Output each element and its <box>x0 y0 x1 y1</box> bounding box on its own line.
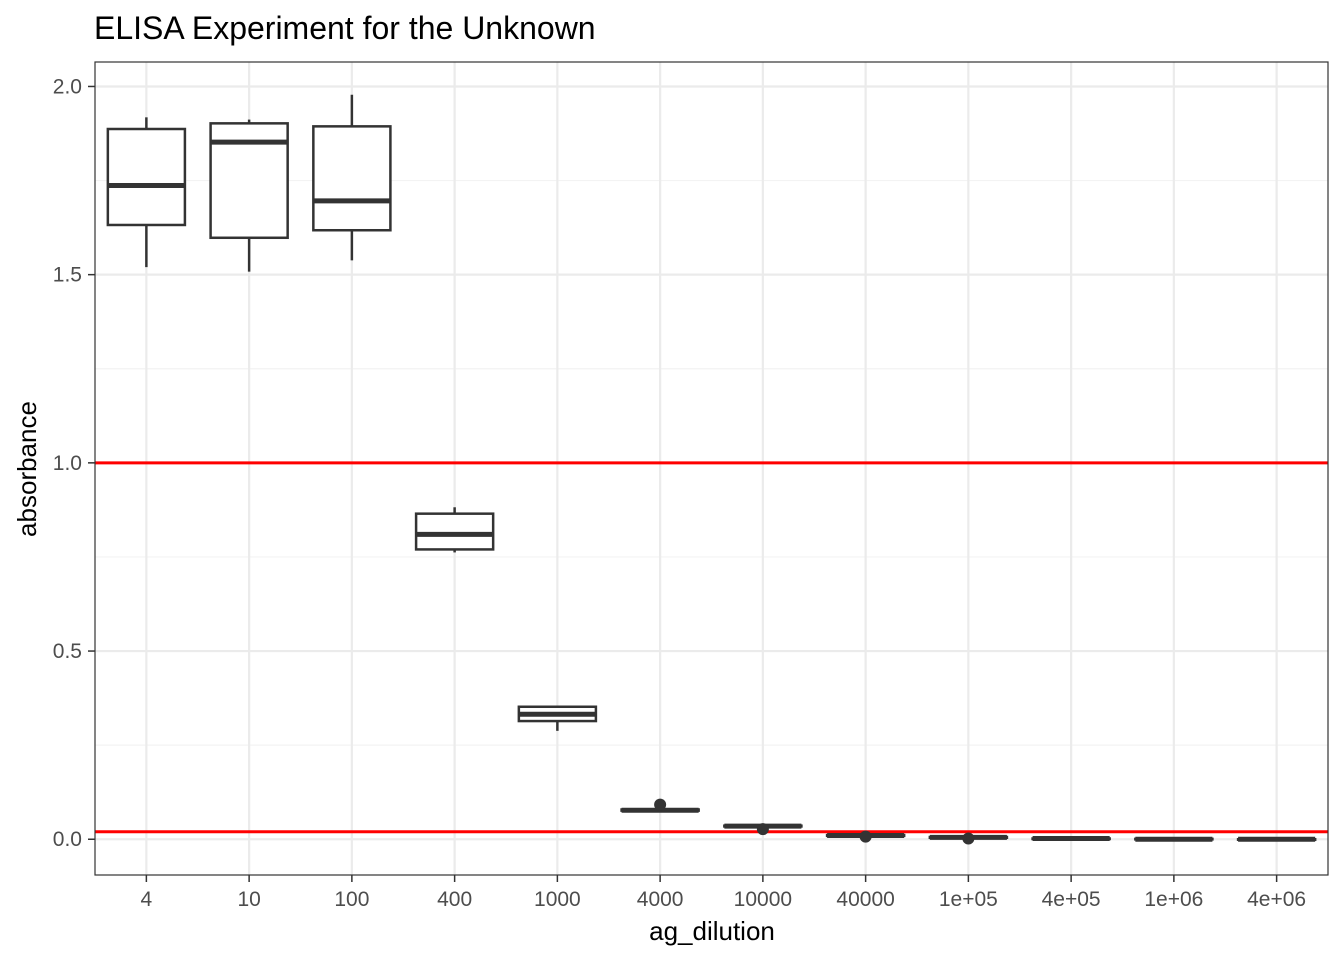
box-4 <box>106 117 187 268</box>
x-tick-label: 1000 <box>534 888 581 911</box>
x-tick-label: 4000 <box>637 888 684 911</box>
x-tick-label: 40000 <box>836 888 894 911</box>
y-tick-label: 1.0 <box>53 452 82 475</box>
box-1e+05 <box>928 832 1009 845</box>
box-iqr <box>414 512 495 551</box>
box-1000 <box>517 705 598 731</box>
panel-border <box>94 61 1329 876</box>
x-tick-label: 100 <box>334 888 369 911</box>
y-tick-label: 1.5 <box>53 264 82 287</box>
x-axis-ticks: 4 10 100 400 1000 4000 10000 40000 1e+05 4e+05 1e+… <box>141 875 1306 911</box>
chart-title: ELISA Experiment for the Unknown <box>94 10 596 46</box>
x-tick-label: 10000 <box>734 888 792 911</box>
x-tick-label: 1e+05 <box>939 888 998 911</box>
box-10 <box>209 119 289 272</box>
y-tick-label: 2.0 <box>53 75 82 98</box>
x-tick-label: 1e+06 <box>1144 888 1203 911</box>
y-axis-ticks: 0.0 0.5 1.0 1.5 2.0 <box>53 75 95 851</box>
outlier-point <box>962 832 975 845</box>
reference-lines <box>95 461 1328 834</box>
box-iqr <box>312 125 392 232</box>
x-axis-label: ag_dilution <box>649 916 775 946</box>
box-iqr <box>106 127 187 227</box>
box-layer <box>106 94 1317 845</box>
x-tick-label: 10 <box>237 888 260 911</box>
outlier-point <box>654 798 667 811</box>
outlier-point <box>756 823 769 836</box>
box-1e+06 <box>1134 836 1214 842</box>
panel-background <box>95 62 1328 875</box>
box-4e+06 <box>1236 836 1317 842</box>
x-tick-label: 4e+06 <box>1247 888 1306 911</box>
x-tick-label: 4e+05 <box>1042 888 1101 911</box>
grid-layer <box>95 62 1328 875</box>
box-10000 <box>723 823 803 836</box>
y-tick-label: 0.0 <box>53 828 82 851</box>
box-4e+05 <box>1031 835 1111 841</box>
box-100 <box>312 94 392 261</box>
box-4000 <box>620 798 700 813</box>
x-tick-label: 400 <box>437 888 472 911</box>
y-axis-label: absorbance <box>12 401 42 537</box>
y-tick-label: 0.5 <box>53 640 82 663</box>
box-400 <box>414 507 495 553</box>
x-tick-label: 4 <box>141 888 153 911</box>
box-40000 <box>825 830 906 843</box>
outlier-point <box>859 830 872 843</box>
